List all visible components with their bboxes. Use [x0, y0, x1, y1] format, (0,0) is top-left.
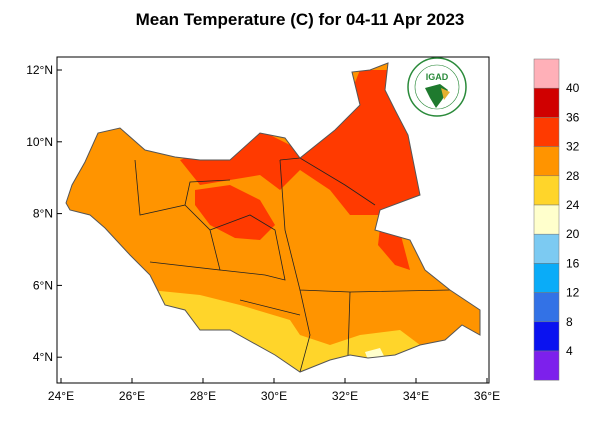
- colorbar-swatch: [533, 292, 560, 323]
- colorbar-label: 36: [566, 110, 580, 124]
- lon-tick-label: 24°E: [48, 389, 74, 403]
- colorbar-label: 16: [566, 256, 580, 270]
- lon-tick-label: 32°E: [332, 389, 358, 403]
- colorbar-swatch: [533, 350, 560, 381]
- colorbar-swatch: [533, 204, 560, 235]
- lat-tick-label: 10°N: [26, 135, 53, 149]
- lat-tick-label: 4°N: [33, 350, 53, 364]
- lat-tick-label: 12°N: [26, 63, 53, 77]
- colorbar-swatch: [533, 263, 560, 293]
- lat-tick-label: 8°N: [33, 207, 53, 221]
- colorbar-label: 40: [566, 81, 580, 95]
- colorbar-label: 20: [566, 227, 580, 241]
- colorbar-swatch: [533, 146, 560, 177]
- colorbar-label: 12: [566, 286, 580, 300]
- colorbar-label: 28: [566, 169, 580, 183]
- plot-frame: [56, 56, 490, 384]
- map-title: Mean Temperature (C) for 04-11 Apr 2023: [135, 10, 465, 29]
- colorbar-label: 8: [566, 315, 573, 329]
- logo-text: IGAD: [426, 72, 449, 82]
- lon-tick-label: 34°E: [403, 389, 429, 403]
- zone-32-36-north: [180, 70, 420, 215]
- colorbar-swatch: [533, 321, 560, 352]
- colorbar-label: 24: [566, 198, 580, 212]
- zone-32-36-east: [378, 228, 410, 270]
- igad-logo: IGAD: [407, 57, 467, 117]
- colorbar: 40 36 32 28 24 20 16 12 8 4: [533, 58, 580, 381]
- lon-tick-label: 36°E: [474, 389, 500, 403]
- lat-tick-label: 6°N: [33, 278, 53, 292]
- colorbar-swatch: [533, 87, 560, 118]
- colorbar-swatch: [533, 58, 560, 89]
- lon-tick-label: 26°E: [119, 389, 145, 403]
- state-boundaries: [134, 157, 451, 373]
- lat-axis: 12°N 10°N 8°N 6°N 4°N: [26, 63, 62, 364]
- lon-tick-label: 28°E: [190, 389, 216, 403]
- lon-axis: 24°E 26°E 28°E 30°E 32°E 34°E 36°E: [48, 378, 500, 403]
- colorbar-swatch: [533, 175, 560, 206]
- colorbar-swatch: [533, 233, 560, 264]
- colorbar-label: 32: [566, 140, 580, 154]
- lon-tick-label: 30°E: [261, 389, 287, 403]
- zone-32-36-central: [195, 185, 275, 240]
- colorbar-swatch: [533, 117, 560, 147]
- colorbar-label: 4: [566, 344, 573, 358]
